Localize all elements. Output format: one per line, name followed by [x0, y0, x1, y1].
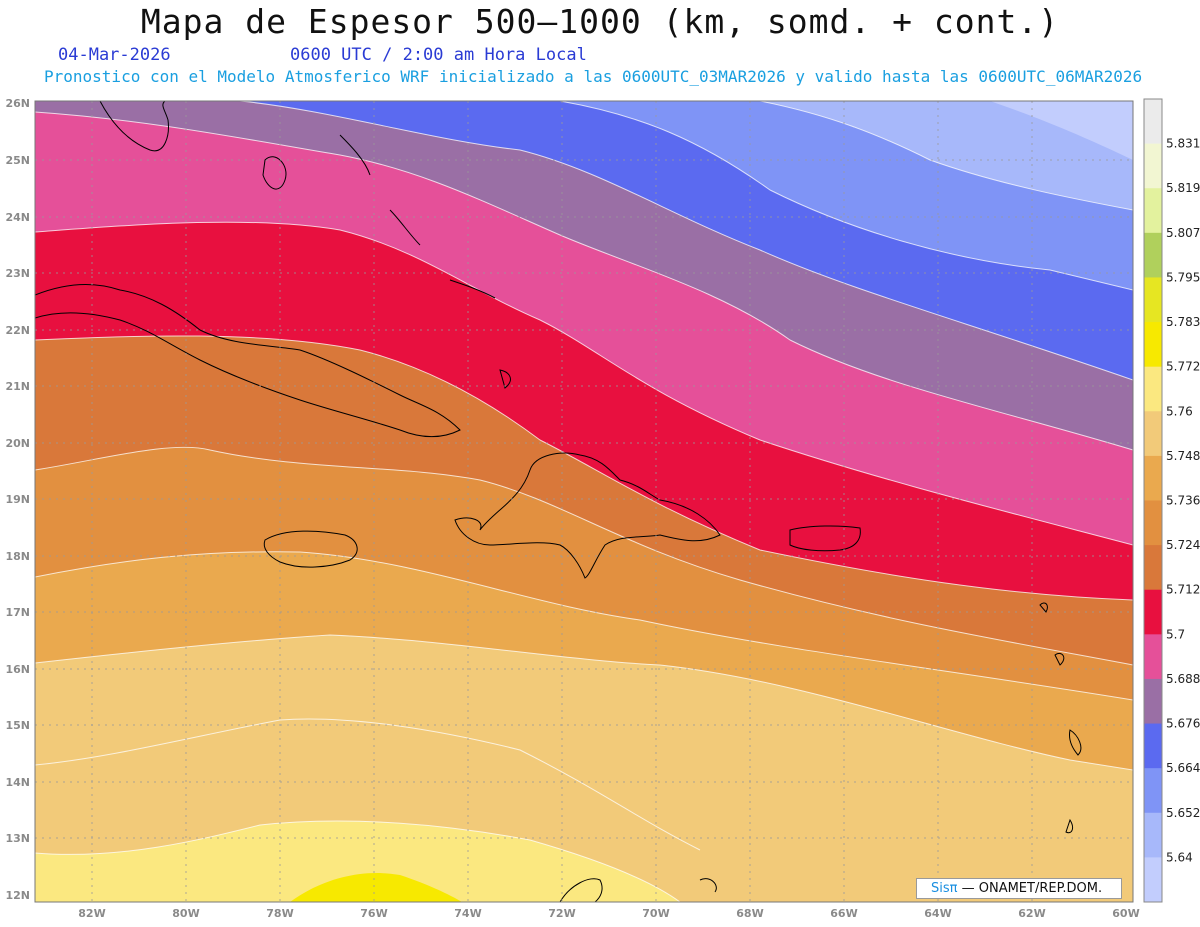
lat-label: 23N: [5, 267, 30, 280]
colorbar-swatch: [1144, 322, 1162, 368]
lon-label: 66W: [830, 907, 857, 920]
lat-label: 18N: [5, 550, 30, 563]
colorbar-swatch: [1144, 188, 1162, 234]
lon-label: 70W: [642, 907, 669, 920]
colorbar-label: 5.688: [1166, 672, 1200, 686]
lon-label: 62W: [1018, 907, 1045, 920]
lon-label: 78W: [266, 907, 293, 920]
colorbar-label: 5.676: [1166, 717, 1200, 731]
graticule: [35, 101, 1133, 902]
map-frame: [34, 100, 1134, 903]
lat-label: 26N: [5, 97, 30, 110]
colorbar-frame: [1143, 98, 1163, 903]
coast-andros: [262, 156, 287, 190]
credit-organization: — ONAMET/REP.DOM.: [961, 881, 1103, 896]
coast-cuba: [35, 284, 461, 438]
lat-label: 25N: [5, 154, 30, 167]
lat-label: 15N: [5, 719, 30, 732]
band-5772: [290, 873, 462, 902]
coast-bahamas: [339, 134, 511, 389]
lon-axis: 82W 80W 78W 76W 74W 72W 70W 68W 66W 64W …: [78, 907, 1139, 920]
colorbar-swatch: [1144, 500, 1162, 546]
lat-label: 19N: [5, 493, 30, 506]
colorbar-label: 5.772: [1166, 360, 1200, 374]
colorbar-swatch: [1144, 768, 1162, 814]
colorbar-label: 5.76: [1166, 404, 1193, 418]
lon-label: 68W: [736, 907, 763, 920]
lon-label: 80W: [172, 907, 199, 920]
colorbar-label: 5.783: [1166, 315, 1200, 329]
colorbar-label: 5.664: [1166, 761, 1200, 775]
colorbar-label: 5.795: [1166, 270, 1200, 284]
colorbar-swatch: [1144, 277, 1162, 323]
colorbar-label: 5.712: [1166, 583, 1200, 597]
lon-label: 72W: [548, 907, 575, 920]
band-5640: [760, 101, 1133, 210]
colorbar-swatch: [1144, 812, 1162, 858]
colorbar: 5.831 5.819 5.807 5.795 5.783 5.772 5.76 5.748 5…: [1143, 98, 1200, 903]
colorbar-label: 5.819: [1166, 181, 1200, 195]
colorbar-swatch: [1144, 99, 1162, 145]
lat-label: 20N: [5, 437, 30, 450]
colorbar-swatch: [1144, 634, 1162, 680]
coast-hispaniola: [454, 452, 721, 579]
lat-label: 14N: [5, 776, 30, 789]
lat-label: 12N: [5, 889, 30, 902]
coast-south-america: [559, 878, 717, 902]
map-title: Mapa de Espesor 500—1000 (km, somd. + co…: [140, 2, 1060, 41]
model-description: Pronostico con el Modelo Atmosferico WRF…: [44, 67, 1143, 86]
colorbar-label: 5.748: [1166, 449, 1200, 463]
colorbar-swatch: [1144, 143, 1162, 189]
colorbar-swatch: [1144, 723, 1162, 769]
lon-label: 64W: [924, 907, 951, 920]
lon-label: 76W: [360, 907, 387, 920]
band-5760: [35, 820, 680, 902]
colorbar-swatch: [1144, 857, 1162, 903]
sispi-logo: Sisπ: [931, 881, 962, 896]
colorbar-swatch: [1144, 232, 1162, 278]
lat-label: 16N: [5, 663, 30, 676]
lat-label: 21N: [5, 380, 30, 393]
colorbar-label: 5.64: [1166, 850, 1193, 864]
credit-box: Sisπ — ONAMET/REP.DOM.: [916, 878, 1122, 899]
lon-label: 74W: [454, 907, 481, 920]
colorbar-swatch: [1144, 589, 1162, 635]
coast-puerto-rico: [789, 525, 861, 552]
lat-label: 24N: [5, 211, 30, 224]
colorbar-swatch: [1144, 678, 1162, 725]
colorbar-label: 5.7: [1166, 627, 1185, 641]
colorbar-label: 5.724: [1166, 538, 1200, 552]
lon-label: 82W: [78, 907, 105, 920]
colorbar-label: 5.807: [1166, 226, 1200, 240]
forecast-time: 0600 UTC / 2:00 am Hora Local: [290, 45, 587, 65]
colorbar-swatch: [1144, 411, 1162, 457]
forecast-date: 04-Mar-2026: [58, 45, 171, 65]
coast-jamaica: [263, 530, 358, 568]
lat-axis: 26N 25N 24N 23N 22N 21N 20N 19N 18N 17N …: [5, 97, 30, 902]
coastlines: [35, 101, 1082, 902]
lat-label: 13N: [5, 832, 30, 845]
colorbar-label: 5.736: [1166, 494, 1200, 508]
colorbar-swatch: [1144, 545, 1162, 591]
lon-label: 60W: [1112, 907, 1139, 920]
lat-label: 22N: [5, 324, 30, 337]
colorbar-swatch: [1144, 455, 1162, 501]
colorbar-label: 5.831: [1166, 137, 1200, 151]
coast-lesser-antilles: [1039, 602, 1082, 834]
colorbar-label: 5.652: [1166, 806, 1200, 820]
contour-bands: [35, 101, 1133, 902]
lat-label: 17N: [5, 606, 30, 619]
band-lowest: [990, 101, 1133, 160]
coast-florida: [99, 101, 169, 152]
colorbar-swatch: [1144, 366, 1162, 412]
